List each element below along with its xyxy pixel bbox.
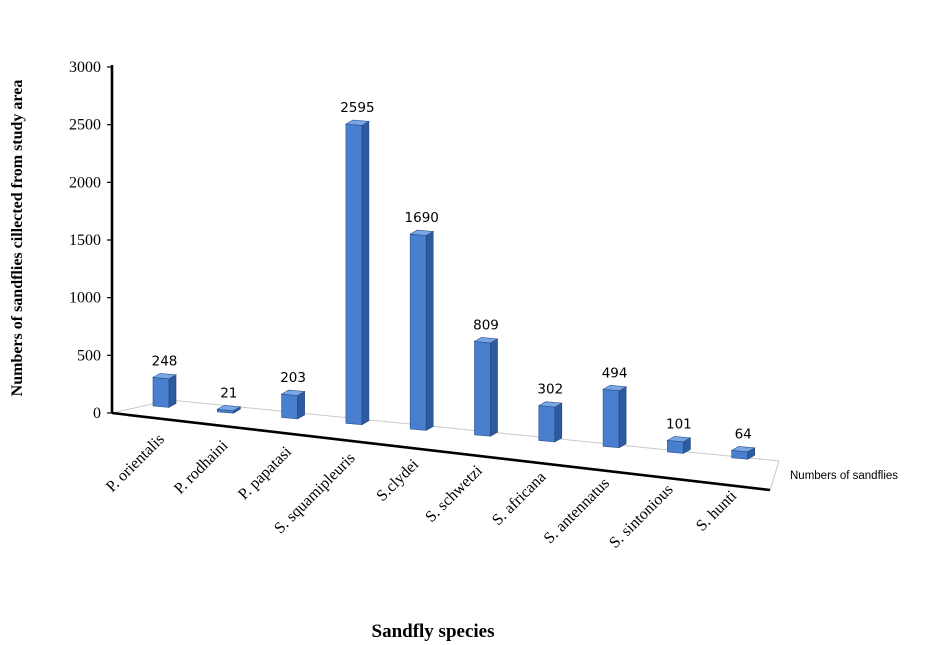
- bar-front-face: [409, 233, 427, 431]
- bar-top-face: [152, 373, 177, 380]
- bar-top-face: [409, 229, 435, 236]
- bars-group: 248 21 203 2595 1690 809 302 494 101 64: [152, 100, 756, 460]
- y-axis: 0 500 1000 1500 2000 2500 3000: [69, 59, 114, 422]
- bar-side-face: [554, 402, 563, 443]
- bar-top-face: [473, 337, 499, 344]
- bar-top-face: [666, 436, 692, 443]
- bar: [602, 384, 628, 449]
- bar-side-face: [618, 386, 627, 449]
- x-tick-label: P. orientalis: [103, 431, 168, 496]
- data-label: 1690: [405, 210, 439, 226]
- data-label: 2595: [340, 100, 374, 116]
- bar-front-face: [602, 388, 620, 449]
- x-tick-label: S. hunti: [693, 487, 741, 535]
- bar-front-face: [152, 377, 170, 408]
- x-tick-label: S. sintonious: [606, 481, 676, 551]
- bar: [216, 404, 242, 414]
- bar: [280, 389, 306, 420]
- data-label: 21: [220, 385, 237, 401]
- bar-side-face: [168, 374, 177, 408]
- bar-top-face: [344, 119, 370, 126]
- y-axis-title: Numbers of sandflies cillected from stud…: [9, 80, 26, 397]
- data-label: 809: [473, 317, 499, 333]
- bar-front-face: [538, 405, 556, 443]
- y-tick-label: 0: [93, 405, 101, 422]
- bar: [730, 446, 756, 460]
- y-tick-label: 1000: [69, 290, 101, 307]
- bar: [409, 229, 435, 431]
- data-label: 494: [602, 365, 628, 381]
- y-tick-label: 2500: [69, 117, 101, 134]
- bar-front-face: [667, 440, 684, 454]
- bar: [666, 436, 692, 454]
- bar-side-face: [490, 338, 498, 437]
- bar-top-face: [537, 401, 563, 408]
- bar-side-face: [425, 230, 434, 431]
- bar-front-face: [345, 123, 363, 426]
- x-tick-label: S. schwetzi: [422, 462, 486, 526]
- bar-top-face: [730, 446, 756, 453]
- y-tick-label: 3000: [69, 59, 101, 76]
- bar: [537, 401, 563, 443]
- bar-top-face: [602, 384, 628, 392]
- bar: [344, 119, 370, 426]
- bar-top-face: [280, 389, 306, 396]
- x-tick-label: S. africana: [489, 469, 549, 529]
- x-tick-label: S.clydei: [373, 456, 422, 505]
- data-label: 302: [537, 382, 563, 398]
- bar-front-face: [281, 393, 298, 420]
- y-tick-label: 1500: [69, 232, 101, 249]
- x-tick-label: S. antennatus: [541, 475, 613, 547]
- series-depth-label: Numbers of sandflies: [790, 470, 898, 482]
- x-tick-label: P. papatasi: [235, 443, 295, 503]
- data-label: 101: [666, 416, 692, 432]
- bar-side-face: [361, 120, 370, 426]
- y-tick-label: 2000: [69, 174, 101, 191]
- bar: [473, 337, 499, 437]
- data-label: 64: [735, 426, 752, 442]
- x-axis-line: [111, 411, 771, 492]
- chart-floor: [111, 399, 780, 492]
- bar-front-face: [474, 341, 491, 437]
- bar-side-face: [297, 390, 305, 420]
- x-axis-title: Sandfly species: [372, 621, 495, 642]
- data-label: 248: [152, 353, 178, 369]
- bar: [152, 373, 177, 408]
- data-label: 203: [280, 370, 306, 386]
- x-tick-label: P. rodhaini: [171, 437, 232, 498]
- y-tick-label: 500: [77, 347, 101, 364]
- bar-top-face: [216, 404, 242, 412]
